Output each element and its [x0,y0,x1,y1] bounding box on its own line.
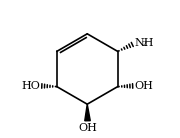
Text: OH: OH [78,123,97,133]
Text: 2: 2 [142,40,147,48]
Text: NH: NH [134,38,154,48]
Polygon shape [85,104,90,121]
Text: HO: HO [21,81,40,91]
Text: OH: OH [135,81,153,91]
